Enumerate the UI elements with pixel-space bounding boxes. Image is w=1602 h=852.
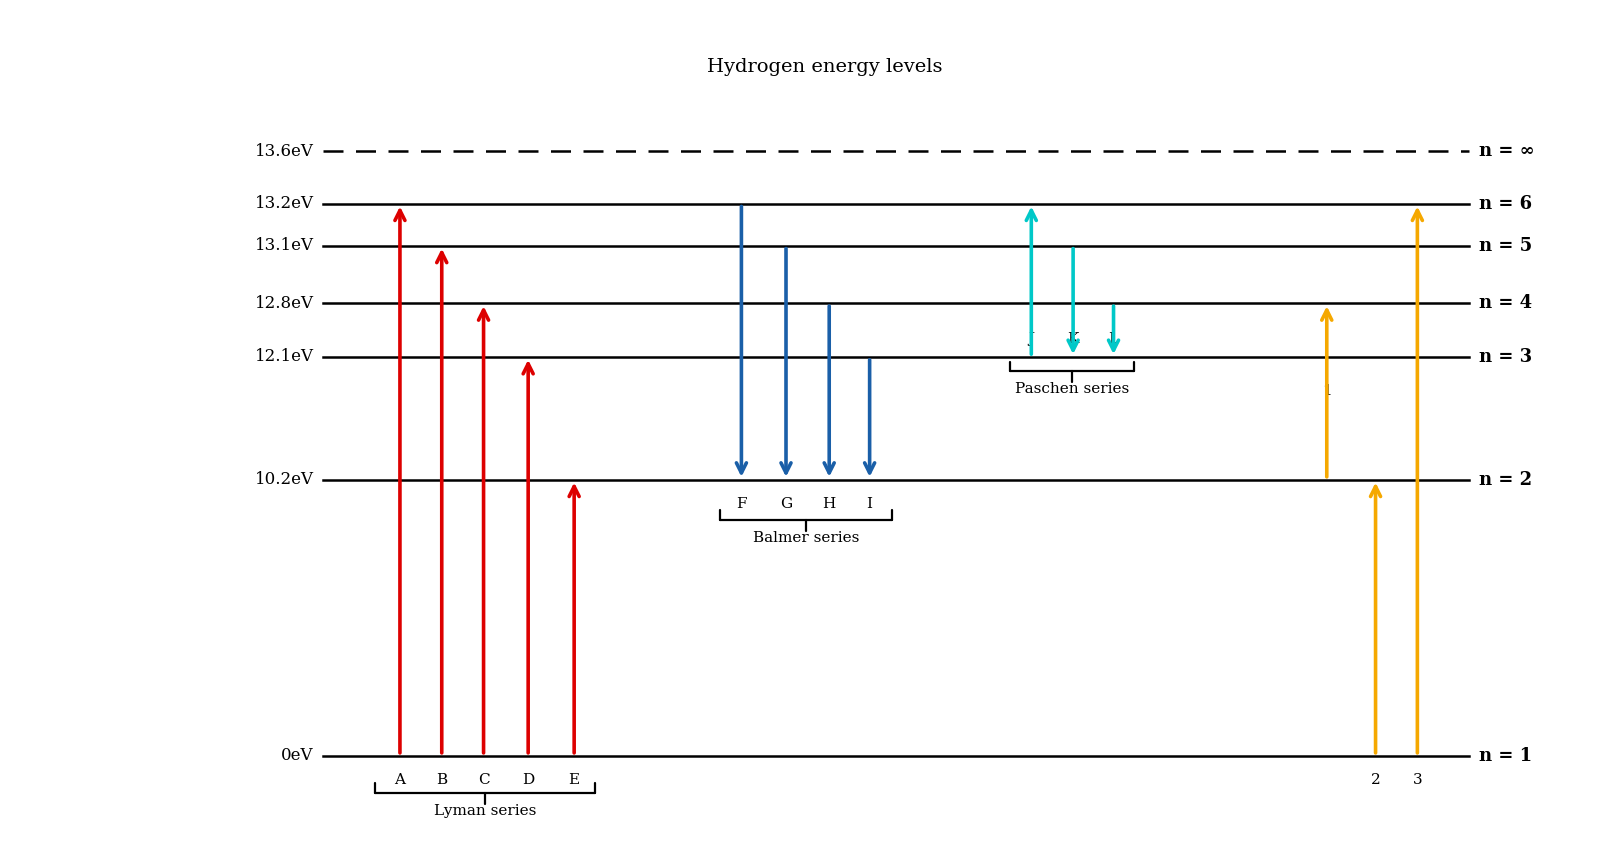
- Text: Balmer series: Balmer series: [753, 531, 859, 545]
- Text: n = 2: n = 2: [1479, 470, 1532, 489]
- Text: C: C: [477, 773, 489, 786]
- Text: J: J: [1028, 332, 1035, 346]
- Text: n = 6: n = 6: [1479, 194, 1532, 213]
- Text: 13.2eV: 13.2eV: [255, 195, 314, 212]
- Text: Hydrogen energy levels: Hydrogen energy levels: [706, 58, 944, 76]
- Text: Paschen series: Paschen series: [1016, 383, 1129, 396]
- Text: Lyman series: Lyman series: [434, 804, 537, 818]
- Text: 12.1eV: 12.1eV: [255, 348, 314, 366]
- Text: B: B: [436, 773, 447, 786]
- Text: 3: 3: [1413, 773, 1423, 786]
- Text: G: G: [780, 497, 791, 510]
- Text: K: K: [1067, 332, 1078, 346]
- Text: F: F: [737, 497, 747, 510]
- Text: 0eV: 0eV: [280, 747, 314, 764]
- Text: D: D: [522, 773, 535, 786]
- Text: n = ∞: n = ∞: [1479, 142, 1535, 160]
- Text: n = 5: n = 5: [1479, 237, 1532, 255]
- Text: 1: 1: [1322, 384, 1331, 399]
- Text: n = 1: n = 1: [1479, 746, 1532, 765]
- Text: 2: 2: [1371, 773, 1381, 786]
- Text: 12.8eV: 12.8eV: [255, 295, 314, 312]
- Text: I: I: [867, 497, 873, 510]
- Text: E: E: [569, 773, 580, 786]
- Text: A: A: [394, 773, 405, 786]
- Text: 10.2eV: 10.2eV: [255, 471, 314, 488]
- Text: n = 4: n = 4: [1479, 294, 1532, 313]
- Text: L: L: [1109, 332, 1118, 346]
- Text: 13.6eV: 13.6eV: [255, 143, 314, 160]
- Text: H: H: [822, 497, 836, 510]
- Text: n = 3: n = 3: [1479, 348, 1532, 366]
- Text: 13.1eV: 13.1eV: [255, 238, 314, 254]
